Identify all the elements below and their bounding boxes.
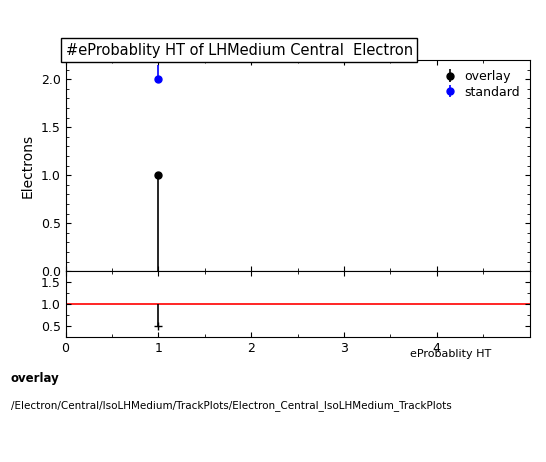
Text: /Electron/Central/IsoLHMedium/TrackPlots/Electron_Central_IsoLHMedium_TrackPlots: /Electron/Central/IsoLHMedium/TrackPlots…	[11, 400, 452, 411]
Y-axis label: Electrons: Electrons	[21, 134, 35, 198]
Text: #eProbablity HT of LHMedium Central  Electron: #eProbablity HT of LHMedium Central Elec…	[66, 43, 413, 57]
Text: overlay: overlay	[11, 372, 60, 385]
Legend: overlay, standard: overlay, standard	[436, 67, 524, 102]
Text: eProbablity HT: eProbablity HT	[410, 349, 491, 359]
